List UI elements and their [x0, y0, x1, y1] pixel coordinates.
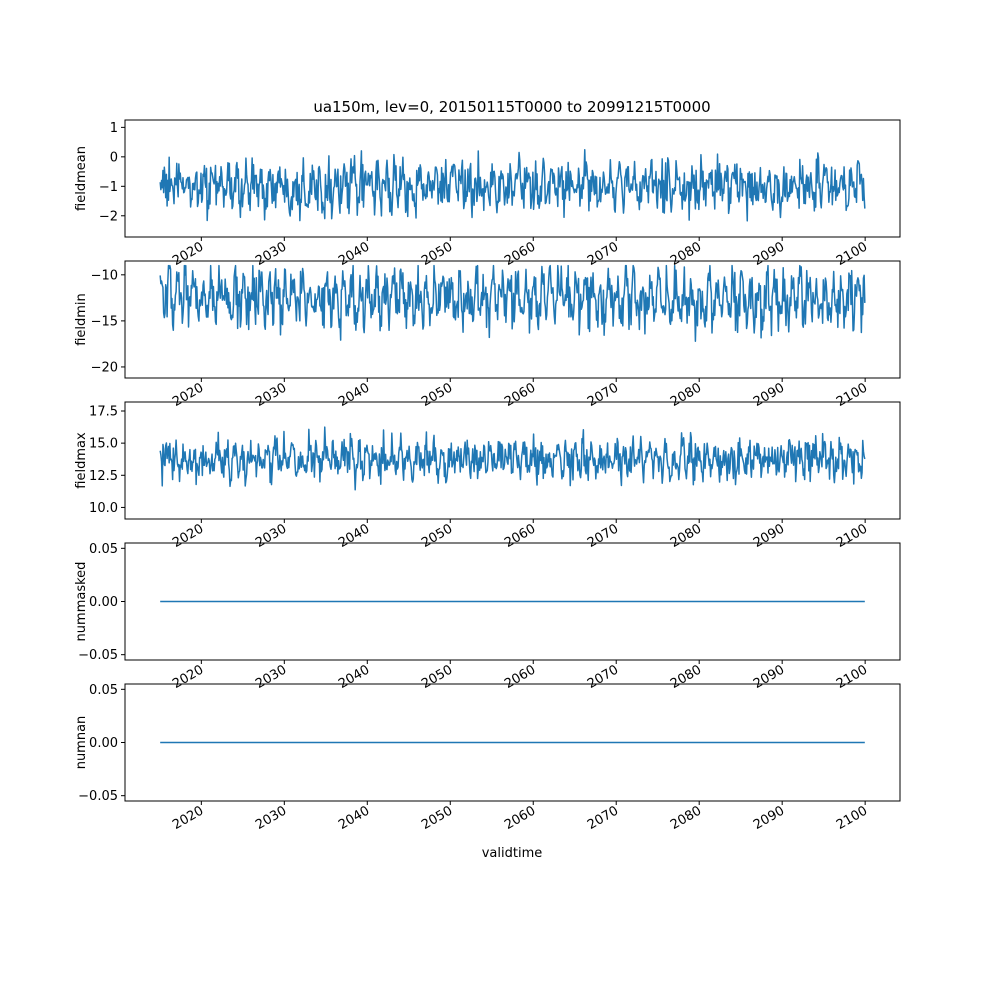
- x-tick-label: 2030: [253, 380, 289, 410]
- axes-frame: [124, 401, 901, 520]
- y-tick-label: 15.0: [89, 437, 118, 452]
- x-tick-label: 2030: [253, 662, 289, 692]
- x-tick-label: 2100: [834, 521, 870, 551]
- x-tick-label: 2030: [253, 521, 289, 551]
- x-tick-label: 2070: [585, 239, 621, 269]
- x-tick-label: 2050: [419, 662, 455, 692]
- x-tick-label: 2020: [170, 521, 206, 551]
- y-tick-label: 0: [110, 150, 118, 165]
- x-tick-label: 2090: [751, 803, 787, 833]
- x-tick-label: 2040: [336, 803, 372, 833]
- chart-title: ua150m, lev=0, 20150115T0000 to 20991215…: [313, 98, 710, 116]
- y-tick-label: 0.00: [89, 736, 118, 751]
- x-tick-label: 2100: [834, 803, 870, 833]
- y-axis-label: nummasked: [74, 562, 89, 642]
- x-tick-label: 2050: [419, 239, 455, 269]
- y-tick-label: −20: [91, 360, 118, 375]
- panel-fieldmean: −2 −1 0 1 fieldmean 2020 2030 2040 2050 2060 2070 2…: [74, 119, 901, 269]
- x-tick-label: 2080: [668, 662, 704, 692]
- series-line-fieldmean: [159, 149, 866, 222]
- x-tick-label: 2100: [834, 662, 870, 692]
- y-tick-label: 12.5: [89, 469, 118, 484]
- y-tick-label: 17.5: [89, 405, 118, 420]
- x-tick-label: 2080: [668, 380, 704, 410]
- x-tick-label: 2040: [336, 380, 372, 410]
- y-tick-label: 0.05: [89, 683, 118, 698]
- x-tick-label: 2050: [419, 803, 455, 833]
- y-axis-label: fieldmax: [74, 432, 89, 489]
- y-tick-label: −15: [91, 314, 118, 329]
- x-tick-label: 2070: [585, 521, 621, 551]
- y-axis-label: numnan: [74, 716, 89, 770]
- x-tick-label: 2060: [502, 803, 538, 833]
- y-tick-label: 0.05: [89, 542, 118, 557]
- x-tick-label: 2090: [751, 521, 787, 551]
- x-tick-label: 2060: [502, 521, 538, 551]
- x-tick-label: 2030: [253, 803, 289, 833]
- x-tick-label: 2080: [668, 521, 704, 551]
- x-tick-label: 2060: [502, 239, 538, 269]
- x-tick-label: 2090: [751, 662, 787, 692]
- x-tick-label: 2040: [336, 521, 372, 551]
- panel-numnan: −0.05 0.00 0.05 numnan 2020 2030 2040 2050 2060 2…: [74, 683, 901, 833]
- y-tick-label: −0.05: [78, 648, 118, 663]
- x-tick-label: 2080: [668, 803, 704, 833]
- x-tick-label: 2060: [502, 662, 538, 692]
- axes-frame: [124, 260, 901, 379]
- x-tick-label: 2020: [170, 803, 206, 833]
- x-tick-label: 2080: [668, 239, 704, 269]
- x-tick-label: 2070: [585, 380, 621, 410]
- y-tick-label: −1: [99, 180, 118, 195]
- x-tick-label: 2090: [751, 239, 787, 269]
- x-tick-label: 2020: [170, 662, 206, 692]
- y-tick-label: 1: [110, 121, 118, 136]
- series-line-fieldmax: [159, 426, 866, 491]
- x-tick-label: 2040: [336, 239, 372, 269]
- y-axis-label: fieldmin: [74, 293, 89, 346]
- y-tick-label: 10.0: [89, 501, 118, 516]
- x-tick-label: 2030: [253, 239, 289, 269]
- x-tick-label: 2040: [336, 662, 372, 692]
- y-tick-label: 0.00: [89, 595, 118, 610]
- x-tick-label: 2090: [751, 380, 787, 410]
- x-tick-label: 2070: [585, 803, 621, 833]
- y-tick-label: −10: [91, 268, 118, 283]
- x-tick-label: 2020: [170, 239, 206, 269]
- x-tick-label: 2060: [502, 380, 538, 410]
- x-tick-label: 2100: [834, 239, 870, 269]
- y-axis-label: fieldmean: [74, 146, 89, 211]
- y-tick-label: −2: [99, 209, 118, 224]
- series-line-fieldmin: [159, 264, 866, 342]
- axes-frame: [124, 119, 901, 238]
- x-axis-label: validtime: [482, 846, 543, 861]
- x-tick-label: 2020: [170, 380, 206, 410]
- y-tick-label: −0.05: [78, 789, 118, 804]
- x-tick-label: 2100: [834, 380, 870, 410]
- x-tick-label: 2050: [419, 521, 455, 551]
- x-tick-label: 2070: [585, 662, 621, 692]
- x-tick-label: 2050: [419, 380, 455, 410]
